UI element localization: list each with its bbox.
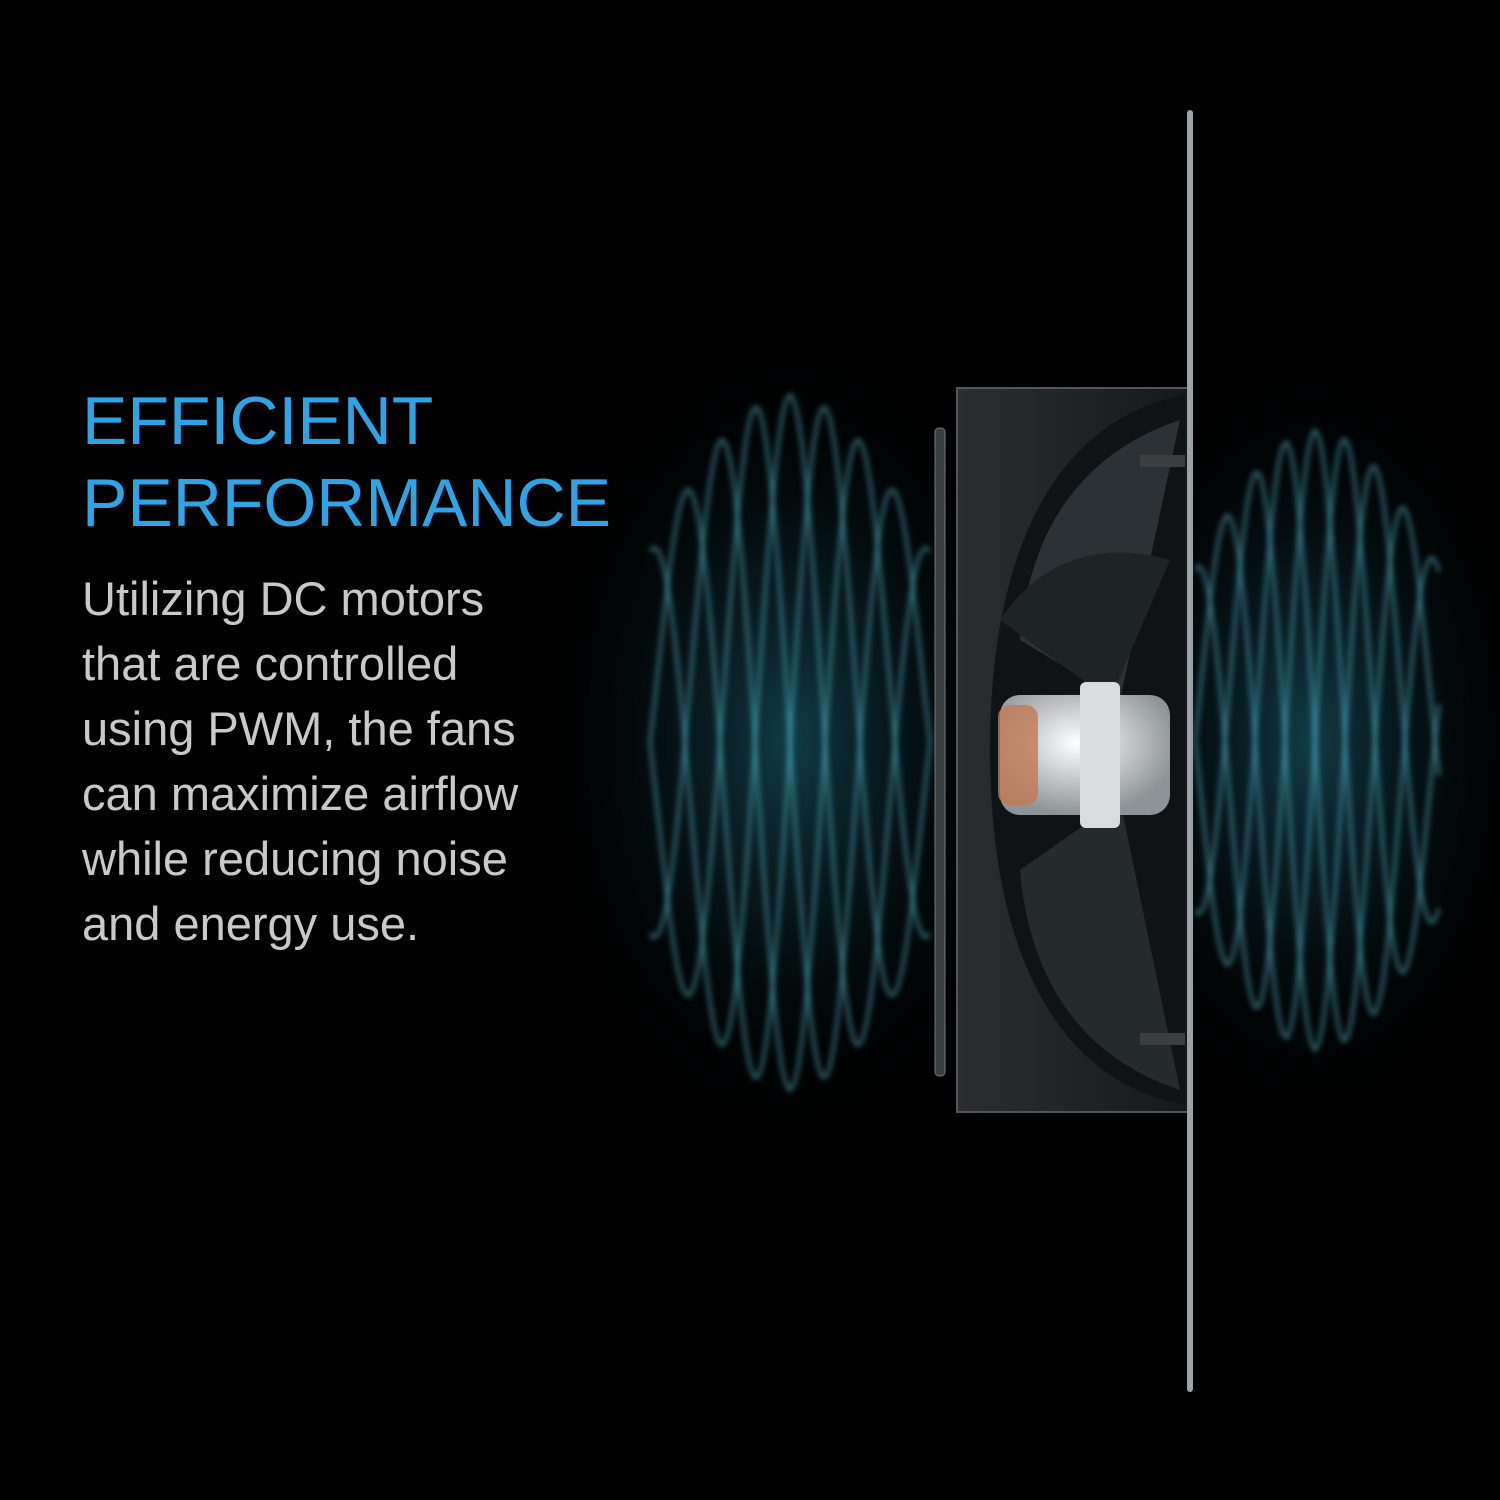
airflow-wave bbox=[648, 406, 932, 1079]
headline: EFFICIENT PERFORMANCE bbox=[82, 380, 611, 544]
wall-panel bbox=[1187, 110, 1193, 1392]
airflow-waves bbox=[648, 392, 1441, 1093]
description-line: can maximize airflow bbox=[82, 767, 519, 820]
airflow-wave bbox=[1194, 427, 1441, 1016]
airflow-wave bbox=[1194, 464, 1441, 1053]
airflow-wave bbox=[648, 392, 932, 1048]
description-line: and energy use. bbox=[82, 897, 420, 950]
description-line: using PWM, the fans bbox=[82, 702, 516, 755]
fan-unit bbox=[934, 387, 1190, 1113]
airflow-wave bbox=[1193, 439, 1441, 1044]
description-line: while reducing noise bbox=[82, 832, 508, 885]
description-line: that are controlled bbox=[82, 637, 459, 690]
headline-line: PERFORMANCE bbox=[82, 465, 611, 541]
description-line: Utilizing DC motors bbox=[82, 572, 485, 625]
airflow-wave bbox=[1193, 436, 1441, 1041]
airflow-wave bbox=[648, 437, 932, 1093]
headline-line: EFFICIENT bbox=[82, 383, 434, 459]
description: Utilizing DC motors that are controlled … bbox=[82, 566, 518, 956]
